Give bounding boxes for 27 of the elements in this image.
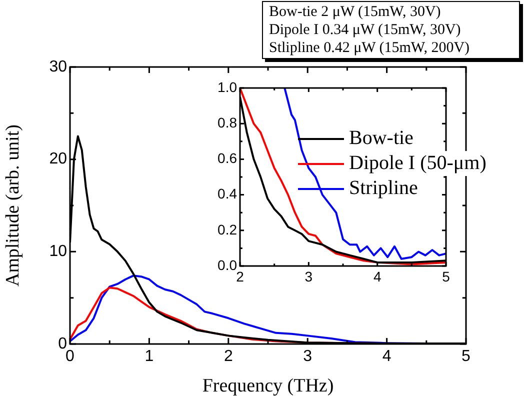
y-tick-label: 0.4 xyxy=(218,186,238,202)
x-tick-label: 1 xyxy=(144,348,154,366)
text: Dipole I 0.34 μW (15mW, 30V) xyxy=(269,21,462,39)
x-tick-label: 3 xyxy=(304,268,313,284)
x-tick-label: 5 xyxy=(462,348,471,366)
y-tick-label: 20 xyxy=(49,150,68,168)
x-tick-label: 3 xyxy=(303,348,312,366)
y-tick-label: 0.2 xyxy=(218,221,238,238)
y-tick-label: 10 xyxy=(49,243,68,260)
y-tick-label: 0 xyxy=(58,335,68,352)
y-tick-label: 30 xyxy=(49,58,68,76)
legend-label: Dipole I (50-μm) xyxy=(348,151,488,176)
y-tick-label: 1.0 xyxy=(218,78,238,95)
x-tick-label: 2 xyxy=(224,348,233,366)
y-tick-label: 0.6 xyxy=(218,150,238,166)
y-tick-label: 0.8 xyxy=(218,114,238,130)
x-tick-label: 4 xyxy=(373,268,382,284)
x-axis-title: Frequency (THz) xyxy=(202,376,334,397)
legend-label: Stripline xyxy=(348,176,419,201)
y-tick-label: 0.0 xyxy=(218,256,238,273)
y-axis-title: Amplitude (arb. unit) xyxy=(2,124,24,286)
x-tick-label: 2 xyxy=(236,268,244,284)
x-tick-label: 4 xyxy=(382,348,392,366)
x-tick-label: 5 xyxy=(442,268,450,284)
legend-label: Bow-tie xyxy=(348,126,414,151)
text: Stlipline 0.42 μW (15mW, 200V) xyxy=(269,39,471,57)
text: Bow-tie 2 μW (15mW, 30V) xyxy=(269,3,442,21)
